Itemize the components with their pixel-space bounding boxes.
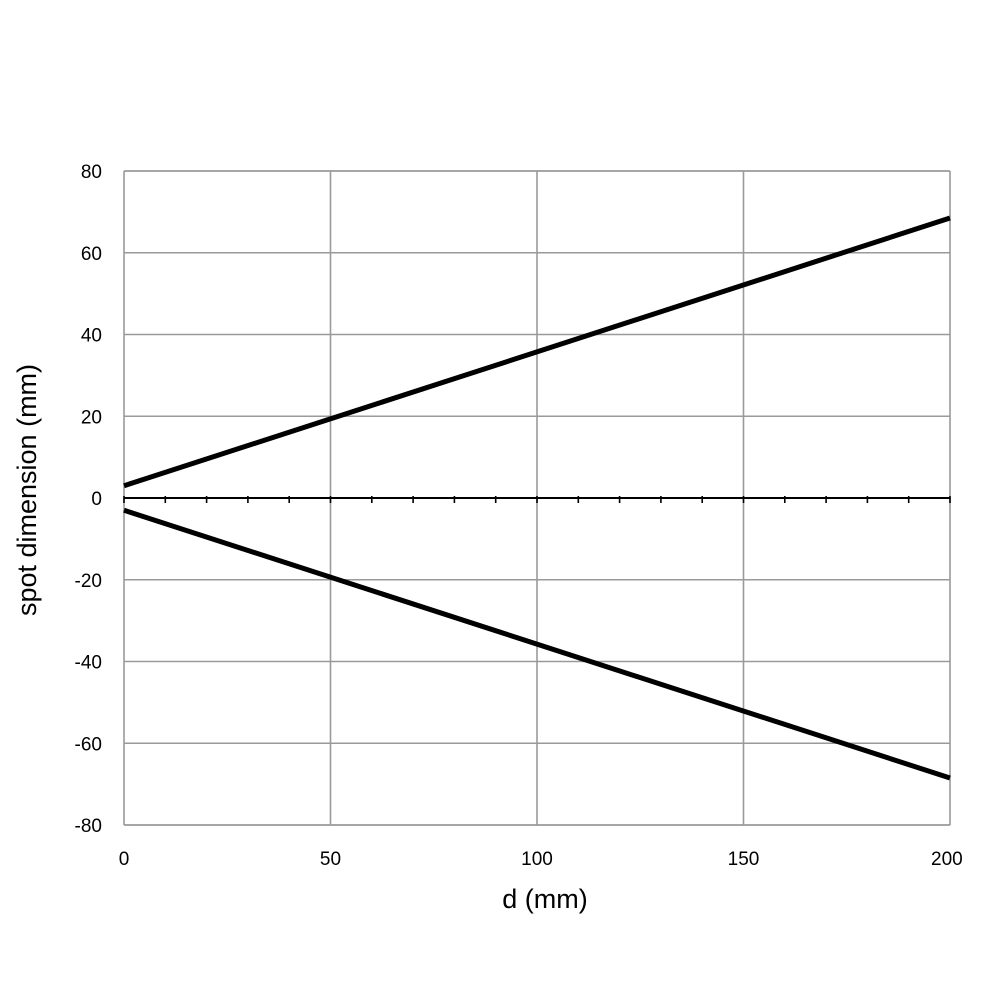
y-tick-label: 80 (81, 162, 102, 183)
x-tick-label: 50 (320, 849, 341, 870)
x-axis-title: d (mm) (502, 884, 587, 914)
series-line-1 (123, 215, 951, 489)
x-tick-label: 0 (119, 849, 130, 870)
y-axis-title: spot dimension (mm) (12, 364, 42, 616)
y-tick-label: 60 (81, 244, 102, 265)
x-tick-label: 200 (931, 849, 963, 870)
series (123, 215, 951, 781)
x-tick-label: 150 (728, 849, 760, 870)
y-tick-label: 40 (81, 326, 102, 347)
y-tick-label: 0 (91, 489, 102, 510)
axes (123, 496, 951, 503)
x-tick-label: 100 (521, 849, 553, 870)
y-tick-label: -40 (75, 653, 102, 674)
x-tick-labels: 0 50 100 150 200 (119, 849, 963, 870)
y-tick-label: 20 (81, 407, 102, 428)
series-line-2 (123, 507, 951, 781)
y-tick-label: -80 (75, 816, 102, 837)
y-tick-label: -60 (75, 734, 102, 755)
y-tick-label: -20 (75, 571, 102, 592)
y-tick-labels: 80 60 40 20 0 -20 -40 -60 -80 (75, 162, 102, 837)
